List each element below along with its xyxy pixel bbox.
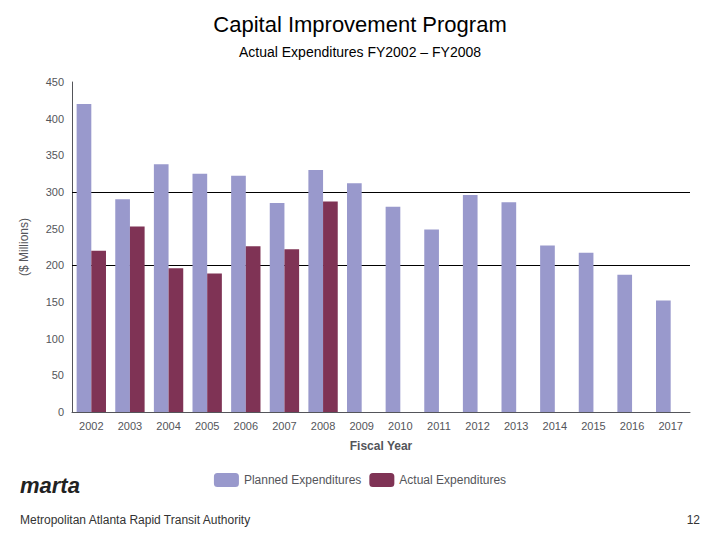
svg-text:2003: 2003	[118, 420, 142, 432]
svg-text:2016: 2016	[620, 420, 644, 432]
svg-text:2013: 2013	[504, 420, 528, 432]
svg-text:2011: 2011	[427, 420, 451, 432]
svg-text:2012: 2012	[465, 420, 489, 432]
svg-text:250: 250	[46, 223, 64, 235]
svg-text:2006: 2006	[234, 420, 258, 432]
svg-text:($ Millions): ($ Millions)	[17, 218, 31, 276]
svg-text:50: 50	[52, 369, 64, 381]
svg-text:400: 400	[46, 113, 64, 125]
svg-text:Fiscal Year: Fiscal Year	[350, 439, 413, 453]
svg-text:2010: 2010	[388, 420, 412, 432]
svg-text:2005: 2005	[195, 420, 219, 432]
svg-text:2014: 2014	[543, 420, 567, 432]
svg-text:2004: 2004	[156, 420, 180, 432]
svg-text:150: 150	[46, 296, 64, 308]
svg-text:2017: 2017	[658, 420, 682, 432]
svg-text:200: 200	[46, 259, 64, 271]
svg-text:2007: 2007	[272, 420, 296, 432]
svg-text:Actual Expenditures: Actual Expenditures	[399, 473, 506, 487]
svg-text:2002: 2002	[79, 420, 103, 432]
svg-text:450: 450	[46, 76, 64, 88]
svg-text:Actual Expenditures FY2002 – F: Actual Expenditures FY2002 – FY2008	[239, 44, 481, 60]
svg-text:300: 300	[46, 186, 64, 198]
svg-text:marta: marta	[20, 473, 80, 498]
svg-text:2009: 2009	[349, 420, 373, 432]
svg-text:12: 12	[687, 513, 701, 527]
svg-text:0: 0	[58, 406, 64, 418]
svg-text:Metropolitan Atlanta Rapid Tra: Metropolitan Atlanta Rapid Transit Autho…	[20, 513, 250, 527]
svg-text:Capital Improvement Program: Capital Improvement Program	[213, 12, 506, 37]
svg-text:2008: 2008	[311, 420, 335, 432]
svg-text:2015: 2015	[581, 420, 605, 432]
svg-text:350: 350	[46, 149, 64, 161]
svg-text:Planned Expenditures: Planned Expenditures	[244, 473, 361, 487]
svg-text:100: 100	[46, 333, 64, 345]
